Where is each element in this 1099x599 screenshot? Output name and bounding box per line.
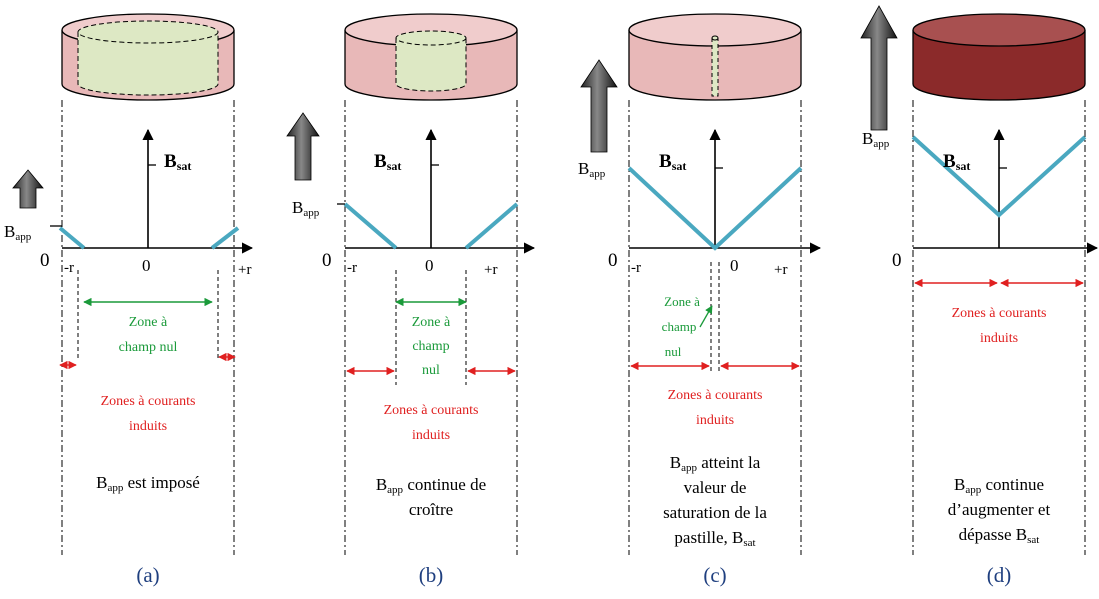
- bsat-label-d: Bsat: [943, 151, 970, 173]
- zone-null-line3-b: nul: [422, 363, 440, 378]
- bsat-label-c: Bsat: [659, 151, 686, 173]
- field-profile-a: [58, 226, 86, 250]
- bapp-label-c: Bapp: [578, 159, 606, 180]
- zero-left-a: 0: [40, 250, 50, 271]
- description-d-line3: dépasse Bsat: [959, 525, 1040, 546]
- description-c-line4: pastille, Bsat: [674, 528, 755, 549]
- zone-null-line2-b: champ: [412, 339, 449, 354]
- zone-null-line2-a: champ nul: [119, 340, 178, 355]
- caption-d: (d): [987, 563, 1012, 587]
- zone-null-line1-b: Zone à: [412, 315, 451, 330]
- caption-a: (a): [136, 563, 159, 587]
- zone-currents-line1-a: Zones à courants: [101, 394, 196, 409]
- bapp-label-a: Bapp: [4, 222, 32, 243]
- zone-null-line1-c: Zone à: [664, 294, 700, 309]
- description-c-line1: Bapp atteint la: [670, 453, 761, 474]
- disc-a: [61, 13, 235, 101]
- description-b-line1: Bapp continue de: [376, 475, 486, 496]
- zero-left-d: 0: [892, 250, 902, 271]
- zone-null-line2-c: champ: [662, 319, 697, 334]
- zone-currents-line2-a: induits: [129, 419, 167, 434]
- description-c-line2: valeur de: [684, 478, 747, 497]
- field-arrow-c: [580, 59, 618, 153]
- description-c-line3: saturation de la: [663, 503, 767, 522]
- disc-b: [344, 13, 518, 101]
- panel-d: Bsat Bapp 0 Zones à courants induits Bap…: [860, 5, 1099, 587]
- description-b-line2: croître: [409, 500, 453, 519]
- zone-currents-line2-d: induits: [980, 331, 1018, 346]
- bsat-label-a: Bsat: [164, 151, 191, 173]
- zone-null-pointer-c: [699, 305, 713, 328]
- minus-r-c: -r: [631, 260, 641, 276]
- caption-c: (c): [703, 563, 726, 587]
- minus-r-a: -r: [64, 260, 74, 276]
- disc-c: [628, 13, 802, 101]
- plus-r-c: +r: [774, 262, 787, 278]
- bapp-label-d: Bapp: [862, 129, 890, 150]
- caption-b: (b): [419, 563, 444, 587]
- zero-center-b: 0: [425, 256, 434, 275]
- field-arrow-d: [860, 5, 898, 131]
- zone-currents-line1-c: Zones à courants: [668, 388, 763, 403]
- disc-d: [912, 13, 1086, 101]
- zero-center-a: 0: [142, 256, 151, 275]
- panel-a: Bsat Bapp 0 -r 0 +r Zone à champ nul Zon…: [4, 13, 254, 587]
- panel-c: Bsat Bapp 0 -r 0 +r Zone à champ nul Zon…: [578, 13, 822, 587]
- field-profile-b: [343, 202, 398, 250]
- description-a: Bapp est imposé: [96, 473, 200, 494]
- field-arrow-a: [12, 169, 44, 209]
- zone-currents-line1-d: Zones à courants: [952, 306, 1047, 321]
- zone-currents-line2-b: induits: [412, 428, 450, 443]
- zero-center-c: 0: [730, 256, 739, 275]
- field-arrow-b: [286, 112, 320, 181]
- description-d-line1: Bapp continue: [954, 475, 1044, 496]
- panel-b: Bsat Bapp 0 -r 0 +r Zone à champ nul Zon…: [286, 13, 536, 587]
- minus-r-b: -r: [347, 260, 357, 276]
- description-d-line2: d’augmenter et: [948, 500, 1051, 519]
- bapp-label-b: Bapp: [292, 198, 320, 219]
- field-profile-c: [627, 166, 803, 251]
- zero-left-b: 0: [322, 250, 332, 271]
- zone-currents-line1-b: Zones à courants: [384, 403, 479, 418]
- zone-null-line3-c: nul: [665, 344, 682, 359]
- zone-currents-line2-c: induits: [696, 413, 734, 428]
- zone-null-line1-a: Zone à: [129, 315, 168, 330]
- bsat-label-b: Bsat: [374, 151, 401, 173]
- field-profile-d: [911, 135, 1087, 218]
- plus-r-a: +r: [238, 262, 251, 278]
- plus-r-b: +r: [484, 262, 497, 278]
- zero-left-c: 0: [608, 250, 618, 271]
